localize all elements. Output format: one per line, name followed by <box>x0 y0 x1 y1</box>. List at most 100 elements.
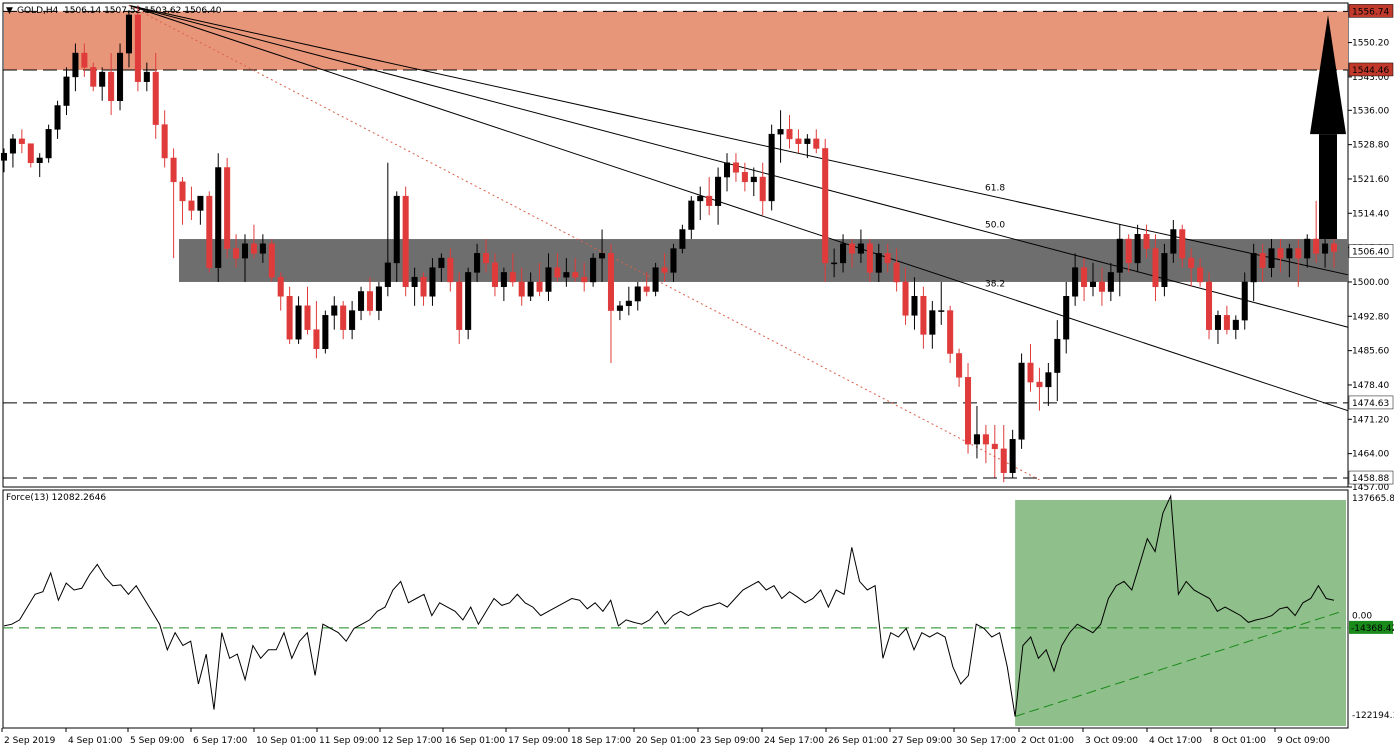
price-tick-label: 1464.00 <box>1352 450 1389 460</box>
header-arrow-icon[interactable]: ▼ <box>6 6 13 16</box>
candle-body <box>134 14 141 82</box>
candle-body <box>250 243 257 254</box>
candle-body <box>1134 234 1141 264</box>
candle-body <box>956 353 963 378</box>
candle-body <box>536 281 543 292</box>
candle-body <box>358 291 365 311</box>
candle-body <box>831 262 838 265</box>
levels-layer <box>3 10 1348 479</box>
force-trend-line <box>1014 610 1343 717</box>
force-layer <box>3 494 1348 726</box>
candle-body <box>590 257 597 283</box>
candle-body <box>1214 315 1221 330</box>
candle-body <box>777 129 784 135</box>
time-tick-label: 4 Sep 01:00 <box>68 736 123 746</box>
candle-body <box>848 243 856 254</box>
time-tick-label: 3 Oct 09:00 <box>1085 736 1138 746</box>
candle-body <box>509 272 516 283</box>
price-tick-label: 1471.20 <box>1352 415 1389 425</box>
fib-fan-label: 38.2 <box>985 280 1005 290</box>
candle-body <box>206 195 213 268</box>
annotation-layer <box>1310 14 1346 240</box>
candle-body <box>1125 238 1132 264</box>
candle-body <box>447 257 454 283</box>
time-tick-label: 23 Sep 09:00 <box>700 736 760 746</box>
candle-body <box>1152 248 1159 287</box>
candle-body <box>875 253 882 273</box>
candle-body <box>1277 248 1284 259</box>
candle-body <box>491 262 498 287</box>
candle-body <box>143 71 150 82</box>
candle-body <box>750 176 757 183</box>
candle-body <box>500 272 507 287</box>
candle-body <box>1036 381 1043 388</box>
candle-body <box>795 138 802 144</box>
candle-body <box>304 305 311 330</box>
time-tick-label: 24 Sep 17:00 <box>764 736 824 746</box>
candle-body <box>572 272 579 278</box>
candle-body <box>366 291 373 311</box>
candle-body <box>197 195 204 211</box>
candle-body <box>1009 439 1016 473</box>
time-tick-label: 30 Sep 17:00 <box>956 736 1016 746</box>
resistance-zone <box>4 11 1348 70</box>
candle-body <box>1304 238 1311 259</box>
candle-body <box>411 276 418 287</box>
candle-body <box>911 296 918 316</box>
fib-fan-line-2 <box>128 4 1349 412</box>
time-tick-label: 17 Sep 09:00 <box>508 736 568 746</box>
fib-fan-label: 50.0 <box>985 221 1005 231</box>
candle-body <box>1232 319 1239 330</box>
candle-body <box>715 176 722 206</box>
candle-body <box>527 281 534 297</box>
force-indicator-label: Force(13) 12082.2646 <box>6 493 106 503</box>
level-tag-box <box>1348 470 1394 485</box>
fib-fan-label: 61.8 <box>985 184 1005 194</box>
price-tick-label: 1457.00 <box>1352 483 1389 493</box>
level-tag-box <box>1348 62 1394 77</box>
time-tick-label: 20 Sep 01:00 <box>636 736 696 746</box>
candle-body <box>563 272 570 278</box>
candle-body <box>518 281 525 297</box>
arrow-up-icon <box>1310 14 1346 135</box>
price-tick-label: 1536.00 <box>1352 106 1389 116</box>
candle-body <box>670 248 677 273</box>
force-level-tag-box <box>1349 620 1393 634</box>
candle-body <box>384 262 391 287</box>
candle-body <box>759 176 766 202</box>
candle-body <box>63 76 70 106</box>
candle-body <box>90 67 97 87</box>
candle-body <box>599 253 606 259</box>
candle-body <box>233 248 240 259</box>
time-tick-label: 8 Oct 01:00 <box>1213 736 1266 746</box>
level-tag: 1544.46 <box>1352 66 1389 76</box>
candle-body <box>322 315 329 349</box>
candle-body <box>1268 248 1275 268</box>
candle-body <box>1161 253 1168 287</box>
candle-body <box>1116 238 1123 273</box>
candle-body <box>45 129 52 159</box>
candle-body <box>1027 362 1034 383</box>
time-tick-label: 26 Sep 01:00 <box>828 736 888 746</box>
candle-body <box>893 262 900 283</box>
candle-body <box>420 276 427 297</box>
fib-fan-line-0 <box>128 4 1349 276</box>
candle-body <box>1098 281 1105 292</box>
candle-body <box>1295 248 1302 259</box>
price-tick-label: 1528.80 <box>1352 141 1389 151</box>
candle-body <box>81 52 88 68</box>
time-tick-label: 12 Sep 17:00 <box>382 736 442 746</box>
candle-body <box>27 143 34 163</box>
candle-body <box>1072 267 1079 297</box>
candle-body <box>652 267 659 292</box>
candle-body <box>393 195 400 264</box>
candle-body <box>724 162 731 178</box>
candle-body <box>402 195 409 287</box>
candle-body <box>474 253 481 273</box>
symbol-label: GOLD,H4 <box>17 6 59 16</box>
candle-body <box>920 296 927 335</box>
candle-body <box>857 243 864 254</box>
candle-body <box>188 200 195 211</box>
candle-body <box>1018 362 1025 440</box>
